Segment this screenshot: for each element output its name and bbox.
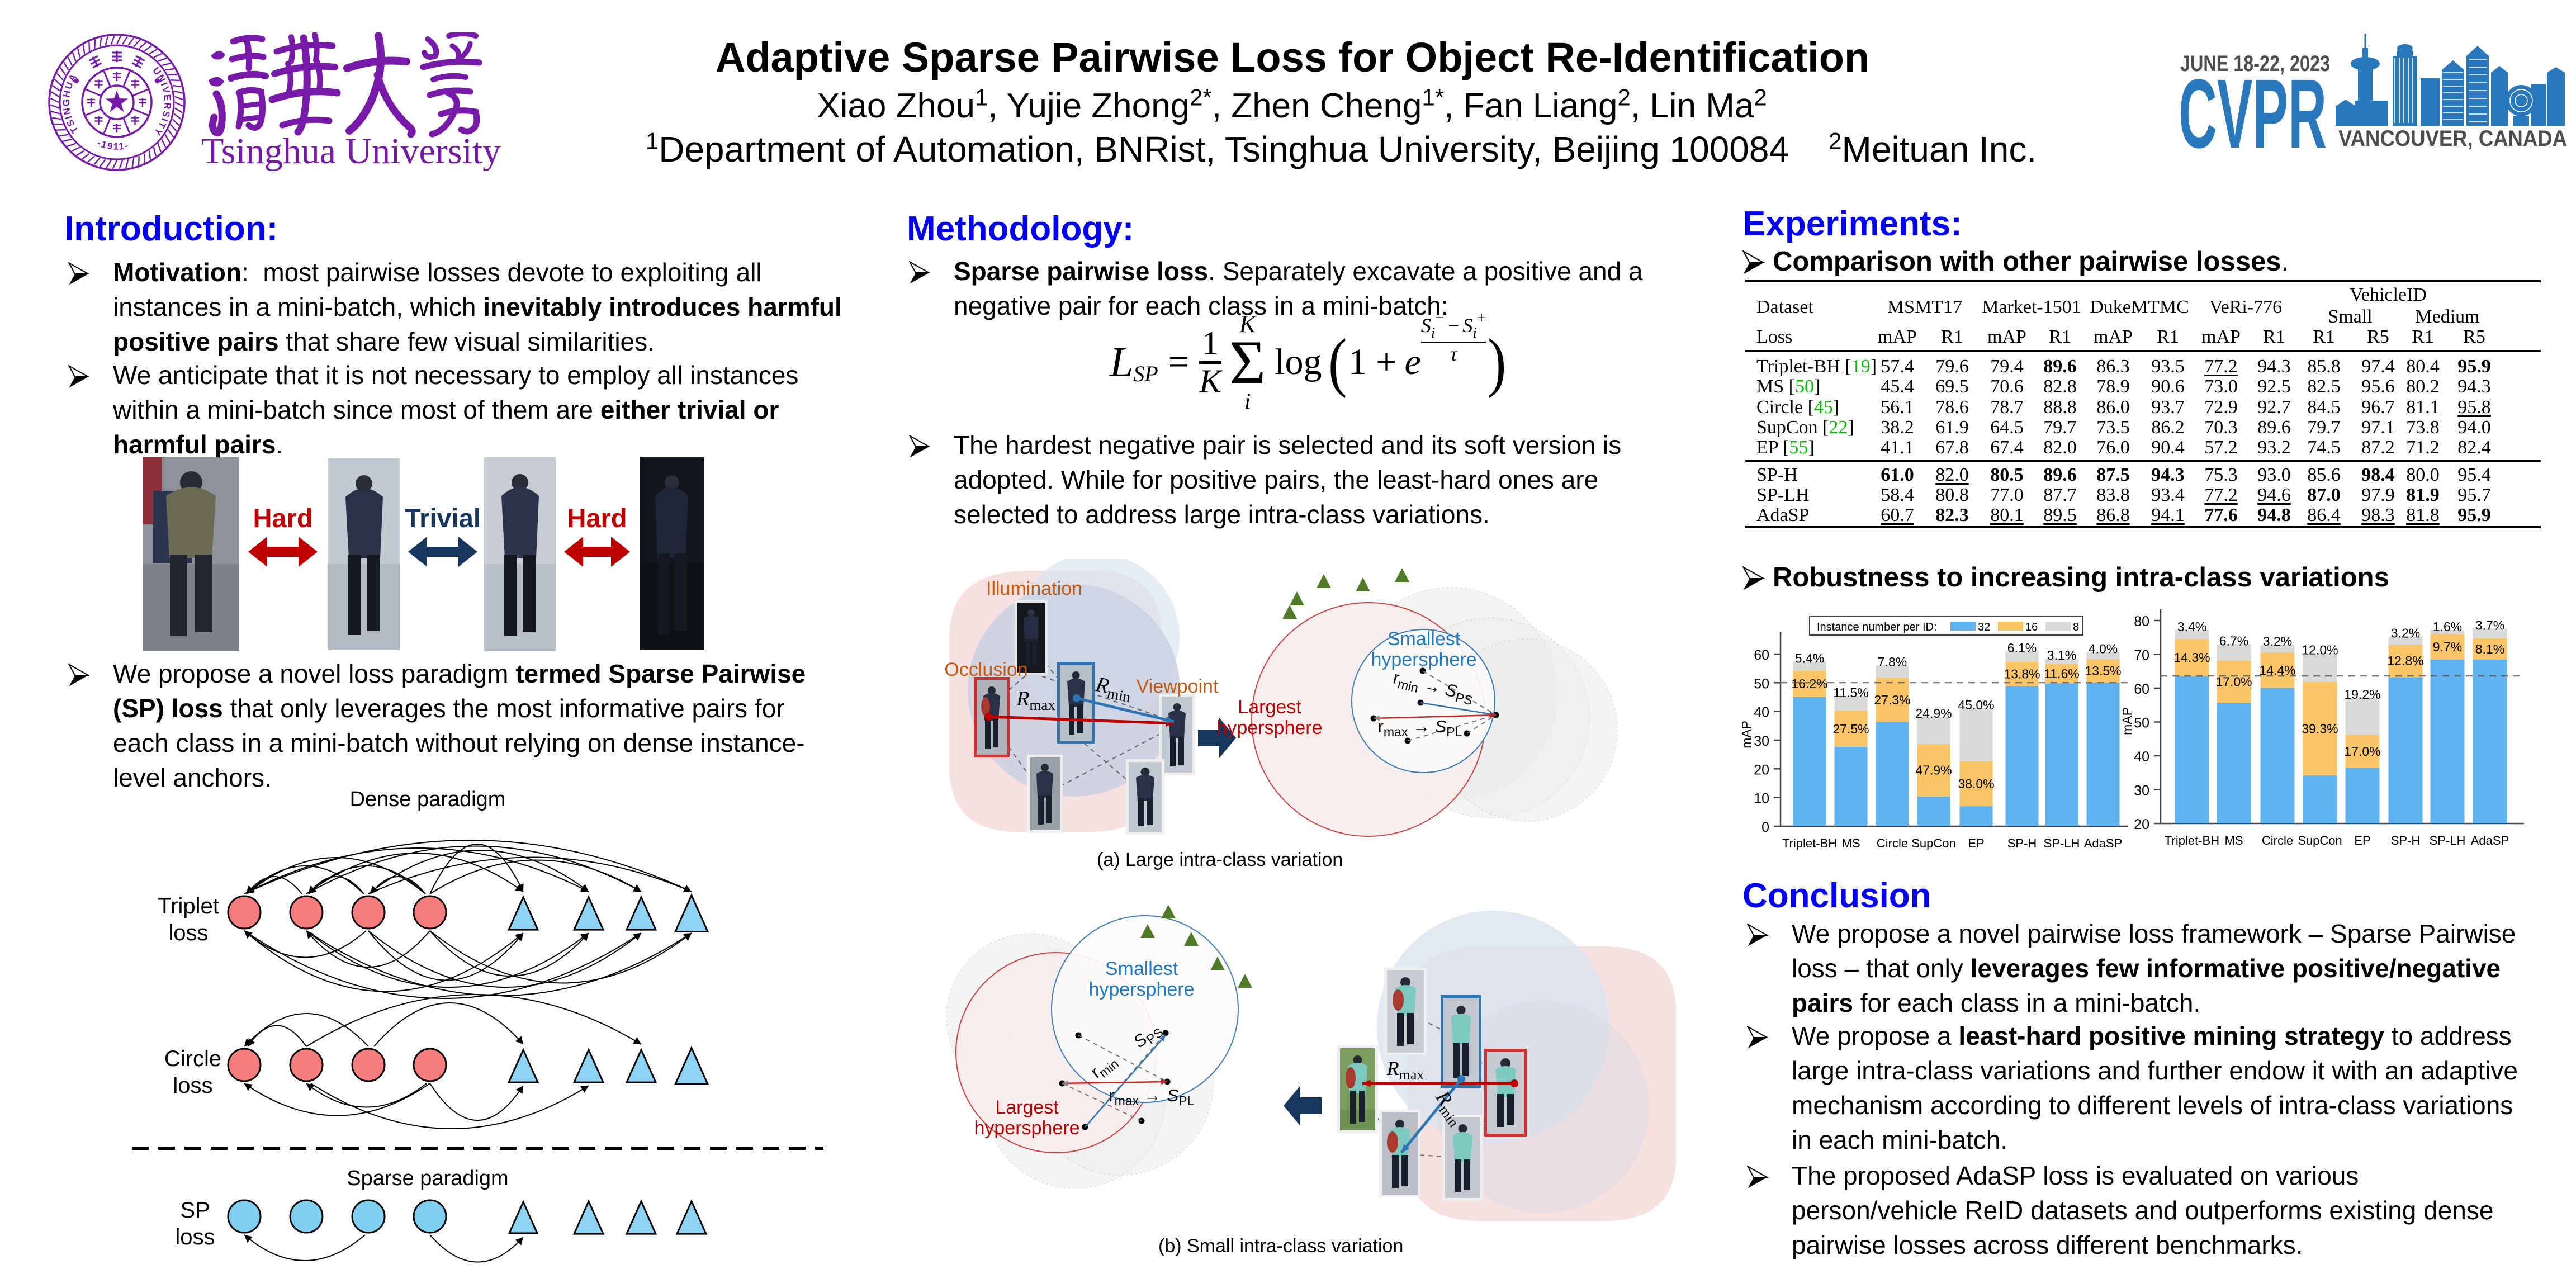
svg-text:MS: MS bbox=[1842, 836, 1860, 850]
svg-text:7.8%: 7.8% bbox=[1878, 655, 1907, 669]
svg-text:Occlusion: Occlusion bbox=[944, 659, 1027, 680]
svg-text:45.0%: 45.0% bbox=[1958, 698, 1994, 712]
svg-text:8.1%: 8.1% bbox=[2475, 642, 2504, 656]
svg-text:Viewpoint: Viewpoint bbox=[1137, 676, 1219, 697]
svg-text:Illumination: Illumination bbox=[986, 578, 1082, 599]
svg-text:10: 10 bbox=[1754, 791, 1769, 807]
svg-text:hypersphere: hypersphere bbox=[1088, 979, 1194, 1000]
svg-text:11.5%: 11.5% bbox=[1833, 685, 1869, 700]
svg-text:6.1%: 6.1% bbox=[2007, 641, 2037, 655]
svg-text:Triplet-BH: Triplet-BH bbox=[1782, 836, 1837, 850]
svg-text:50: 50 bbox=[2134, 716, 2149, 731]
svg-text:47.9%: 47.9% bbox=[1915, 763, 1952, 778]
svg-text:16.2%: 16.2% bbox=[1791, 676, 1827, 691]
svg-text:Sparse paradigm: Sparse paradigm bbox=[347, 1167, 508, 1190]
svg-text:17.0%: 17.0% bbox=[2215, 675, 2252, 689]
svg-text:Trivial: Trivial bbox=[405, 503, 481, 533]
svg-text:27.5%: 27.5% bbox=[1832, 722, 1869, 736]
svg-text:14.4%: 14.4% bbox=[2259, 663, 2295, 678]
svg-text:60: 60 bbox=[1754, 647, 1769, 663]
svg-text:SP-LH: SP-LH bbox=[2044, 836, 2080, 850]
svg-text:SP-LH: SP-LH bbox=[2430, 834, 2466, 847]
svg-text:hypersphere: hypersphere bbox=[1216, 717, 1322, 738]
svg-text:39.3%: 39.3% bbox=[2302, 721, 2338, 736]
svg-text:20: 20 bbox=[1754, 762, 1769, 778]
svg-text:Smallest: Smallest bbox=[1388, 628, 1461, 650]
svg-text:SP: SP bbox=[180, 1198, 210, 1223]
svg-text:CVPR: CVPR bbox=[2179, 59, 2327, 157]
svg-text:AdaSP: AdaSP bbox=[2084, 836, 2123, 850]
svg-text:13.8%: 13.8% bbox=[2004, 667, 2040, 681]
svg-text:Circle: Circle bbox=[164, 1046, 221, 1071]
svg-text:VANCOUVER, CANADA: VANCOUVER, CANADA bbox=[2338, 126, 2567, 151]
svg-text:SP-H: SP-H bbox=[2007, 836, 2037, 850]
svg-text:30: 30 bbox=[1754, 733, 1769, 749]
svg-text:17.0%: 17.0% bbox=[2344, 744, 2380, 759]
svg-text:Largest: Largest bbox=[995, 1097, 1059, 1118]
svg-text:MS: MS bbox=[2225, 834, 2243, 847]
svg-text:mAP: mAP bbox=[2120, 707, 2134, 735]
svg-text:Triplet-BH: Triplet-BH bbox=[2165, 834, 2219, 847]
svg-text:SupCon: SupCon bbox=[2298, 834, 2342, 847]
svg-text:20: 20 bbox=[2134, 817, 2149, 832]
svg-text:11.6%: 11.6% bbox=[2044, 666, 2080, 681]
svg-text:40: 40 bbox=[2134, 749, 2149, 765]
svg-text:1.6%: 1.6% bbox=[2433, 619, 2462, 634]
svg-text:0: 0 bbox=[1761, 820, 1769, 835]
svg-text:60: 60 bbox=[2134, 681, 2149, 697]
svg-text:Triplet: Triplet bbox=[158, 894, 219, 918]
svg-text:SP-H: SP-H bbox=[2391, 834, 2421, 847]
svg-text:hypersphere: hypersphere bbox=[974, 1117, 1079, 1139]
svg-text:SupCon: SupCon bbox=[1911, 836, 1956, 850]
svg-text:24.9%: 24.9% bbox=[1915, 706, 1952, 721]
svg-text:Instance number per ID:: Instance number per ID: bbox=[1817, 621, 1937, 633]
svg-text:12.8%: 12.8% bbox=[2387, 654, 2423, 668]
svg-text:Circle: Circle bbox=[1877, 836, 1908, 850]
svg-text:8: 8 bbox=[2073, 621, 2079, 633]
svg-text:mAP: mAP bbox=[1739, 721, 1754, 749]
svg-text:Smallest: Smallest bbox=[1105, 958, 1178, 979]
svg-text:9.7%: 9.7% bbox=[2433, 640, 2462, 654]
svg-text:Dense paradigm: Dense paradigm bbox=[350, 788, 506, 811]
svg-text:Hard: Hard bbox=[567, 503, 627, 533]
svg-text:EP: EP bbox=[1968, 836, 1984, 850]
svg-text:19.2%: 19.2% bbox=[2344, 687, 2380, 702]
svg-text:3.2%: 3.2% bbox=[2263, 634, 2292, 648]
svg-text:6.7%: 6.7% bbox=[2219, 633, 2248, 648]
svg-text:13.5%: 13.5% bbox=[2085, 664, 2121, 678]
svg-text:14.3%: 14.3% bbox=[2174, 650, 2210, 665]
svg-text:loss: loss bbox=[175, 1225, 215, 1249]
svg-text:70: 70 bbox=[2134, 648, 2149, 664]
svg-text:30: 30 bbox=[2134, 783, 2149, 799]
svg-text:38.0%: 38.0% bbox=[1958, 776, 1994, 791]
svg-text:loss: loss bbox=[173, 1073, 212, 1098]
svg-text:Circle: Circle bbox=[2262, 834, 2293, 847]
svg-text:27.3%: 27.3% bbox=[1874, 693, 1910, 707]
svg-text:Largest: Largest bbox=[1238, 697, 1301, 718]
svg-text:3.7%: 3.7% bbox=[2475, 618, 2504, 633]
svg-text:12.0%: 12.0% bbox=[2302, 643, 2338, 657]
svg-text:3.2%: 3.2% bbox=[2391, 626, 2420, 640]
svg-text:loss: loss bbox=[168, 921, 208, 945]
svg-text:Hard: Hard bbox=[253, 503, 312, 533]
svg-text:3.1%: 3.1% bbox=[2047, 648, 2076, 662]
svg-text:5.4%: 5.4% bbox=[1795, 651, 1824, 665]
svg-text:AdaSP: AdaSP bbox=[2471, 834, 2509, 847]
svg-text:4.0%: 4.0% bbox=[2089, 641, 2118, 656]
svg-text:50: 50 bbox=[1754, 676, 1769, 692]
svg-text:EP: EP bbox=[2354, 834, 2370, 847]
svg-text:JUNE 18-22, 2023: JUNE 18-22, 2023 bbox=[2180, 51, 2330, 76]
svg-text:3.4%: 3.4% bbox=[2177, 619, 2206, 634]
svg-text:40: 40 bbox=[1754, 705, 1769, 721]
svg-text:hypersphere: hypersphere bbox=[1371, 649, 1476, 670]
svg-text:80: 80 bbox=[2134, 614, 2149, 629]
svg-text:16: 16 bbox=[2025, 621, 2038, 633]
svg-text:32: 32 bbox=[1978, 621, 1990, 633]
